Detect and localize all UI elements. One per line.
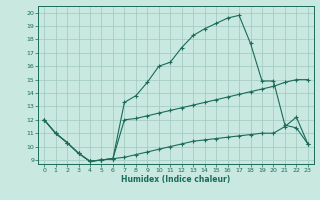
X-axis label: Humidex (Indice chaleur): Humidex (Indice chaleur) <box>121 175 231 184</box>
